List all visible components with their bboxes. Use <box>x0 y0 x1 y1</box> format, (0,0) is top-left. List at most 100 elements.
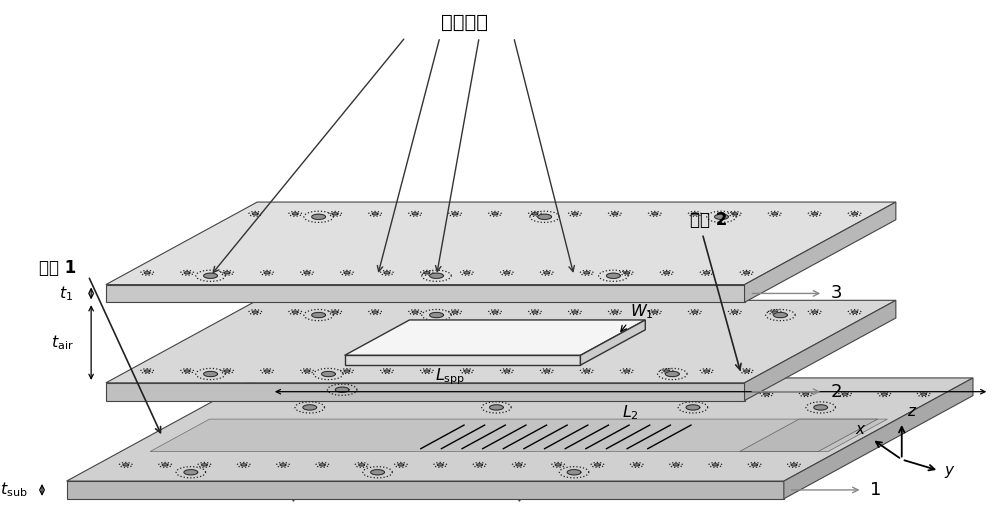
Polygon shape <box>740 419 878 451</box>
Polygon shape <box>764 393 769 395</box>
Polygon shape <box>253 393 258 395</box>
Polygon shape <box>371 393 376 395</box>
Polygon shape <box>488 393 494 395</box>
Polygon shape <box>123 464 129 466</box>
Polygon shape <box>292 393 298 395</box>
Polygon shape <box>685 393 691 395</box>
Polygon shape <box>704 272 709 274</box>
Polygon shape <box>344 272 350 274</box>
Polygon shape <box>516 464 522 466</box>
Polygon shape <box>430 273 443 278</box>
Polygon shape <box>664 370 669 372</box>
Polygon shape <box>634 464 640 466</box>
Polygon shape <box>595 464 600 466</box>
Polygon shape <box>791 464 797 466</box>
Polygon shape <box>732 213 738 215</box>
Polygon shape <box>292 311 298 313</box>
Polygon shape <box>162 464 168 466</box>
Polygon shape <box>412 311 418 313</box>
Polygon shape <box>150 419 887 451</box>
Polygon shape <box>319 464 325 466</box>
Polygon shape <box>745 202 896 302</box>
Text: z: z <box>907 404 915 419</box>
Polygon shape <box>852 311 857 313</box>
Polygon shape <box>752 464 757 466</box>
Polygon shape <box>331 393 337 395</box>
Polygon shape <box>424 370 430 372</box>
Polygon shape <box>567 393 573 395</box>
Polygon shape <box>812 311 817 313</box>
Polygon shape <box>398 464 404 466</box>
Polygon shape <box>184 470 198 475</box>
Polygon shape <box>67 481 784 499</box>
Polygon shape <box>612 213 618 215</box>
Polygon shape <box>437 464 443 466</box>
Polygon shape <box>803 393 809 395</box>
Polygon shape <box>359 464 364 466</box>
Polygon shape <box>430 312 443 317</box>
Polygon shape <box>252 213 258 215</box>
Polygon shape <box>572 311 578 313</box>
Text: $t_1$: $t_1$ <box>59 284 73 303</box>
Polygon shape <box>774 312 787 317</box>
Polygon shape <box>704 370 709 372</box>
Polygon shape <box>555 464 561 466</box>
Polygon shape <box>449 393 455 395</box>
Text: $t_\mathrm{air}$: $t_\mathrm{air}$ <box>51 333 73 352</box>
Polygon shape <box>772 311 778 313</box>
Polygon shape <box>412 213 418 215</box>
Polygon shape <box>241 464 247 466</box>
Polygon shape <box>692 311 698 313</box>
Text: 3: 3 <box>831 285 843 302</box>
Polygon shape <box>345 320 645 355</box>
Text: 端口 2: 端口 2 <box>690 211 728 229</box>
Polygon shape <box>202 464 207 466</box>
Polygon shape <box>686 405 700 410</box>
Polygon shape <box>665 371 679 377</box>
Polygon shape <box>504 272 510 274</box>
Text: $t_\mathrm{sub}$: $t_\mathrm{sub}$ <box>0 481 27 499</box>
Polygon shape <box>881 393 887 395</box>
Text: $L_\mathrm{spp}$: $L_\mathrm{spp}$ <box>435 367 466 387</box>
Polygon shape <box>652 213 658 215</box>
Polygon shape <box>144 272 150 274</box>
Text: x: x <box>855 422 864 437</box>
Polygon shape <box>814 405 828 410</box>
Polygon shape <box>344 370 350 372</box>
Polygon shape <box>538 214 551 220</box>
Polygon shape <box>652 311 658 313</box>
Polygon shape <box>572 213 578 215</box>
Polygon shape <box>332 213 338 215</box>
Polygon shape <box>322 371 335 377</box>
Polygon shape <box>384 370 390 372</box>
Polygon shape <box>504 370 510 372</box>
Polygon shape <box>312 214 325 220</box>
Polygon shape <box>732 311 738 313</box>
Polygon shape <box>304 370 310 372</box>
Polygon shape <box>584 370 590 372</box>
Polygon shape <box>580 320 645 365</box>
Text: 1: 1 <box>870 481 882 499</box>
Polygon shape <box>144 370 150 372</box>
Polygon shape <box>224 370 230 372</box>
Polygon shape <box>532 213 538 215</box>
Polygon shape <box>464 272 470 274</box>
Polygon shape <box>624 370 630 372</box>
Polygon shape <box>584 272 590 274</box>
Polygon shape <box>292 213 298 215</box>
Text: 2: 2 <box>831 383 843 401</box>
Polygon shape <box>715 214 728 220</box>
Polygon shape <box>612 311 618 313</box>
Polygon shape <box>452 311 458 313</box>
Polygon shape <box>424 272 430 274</box>
Polygon shape <box>345 355 580 365</box>
Polygon shape <box>492 311 498 313</box>
Polygon shape <box>477 464 482 466</box>
Polygon shape <box>372 213 378 215</box>
Polygon shape <box>567 470 581 475</box>
Polygon shape <box>544 272 550 274</box>
Polygon shape <box>410 393 416 395</box>
Polygon shape <box>744 370 749 372</box>
Text: 金属通孔: 金属通孔 <box>441 13 488 32</box>
Polygon shape <box>106 285 745 302</box>
